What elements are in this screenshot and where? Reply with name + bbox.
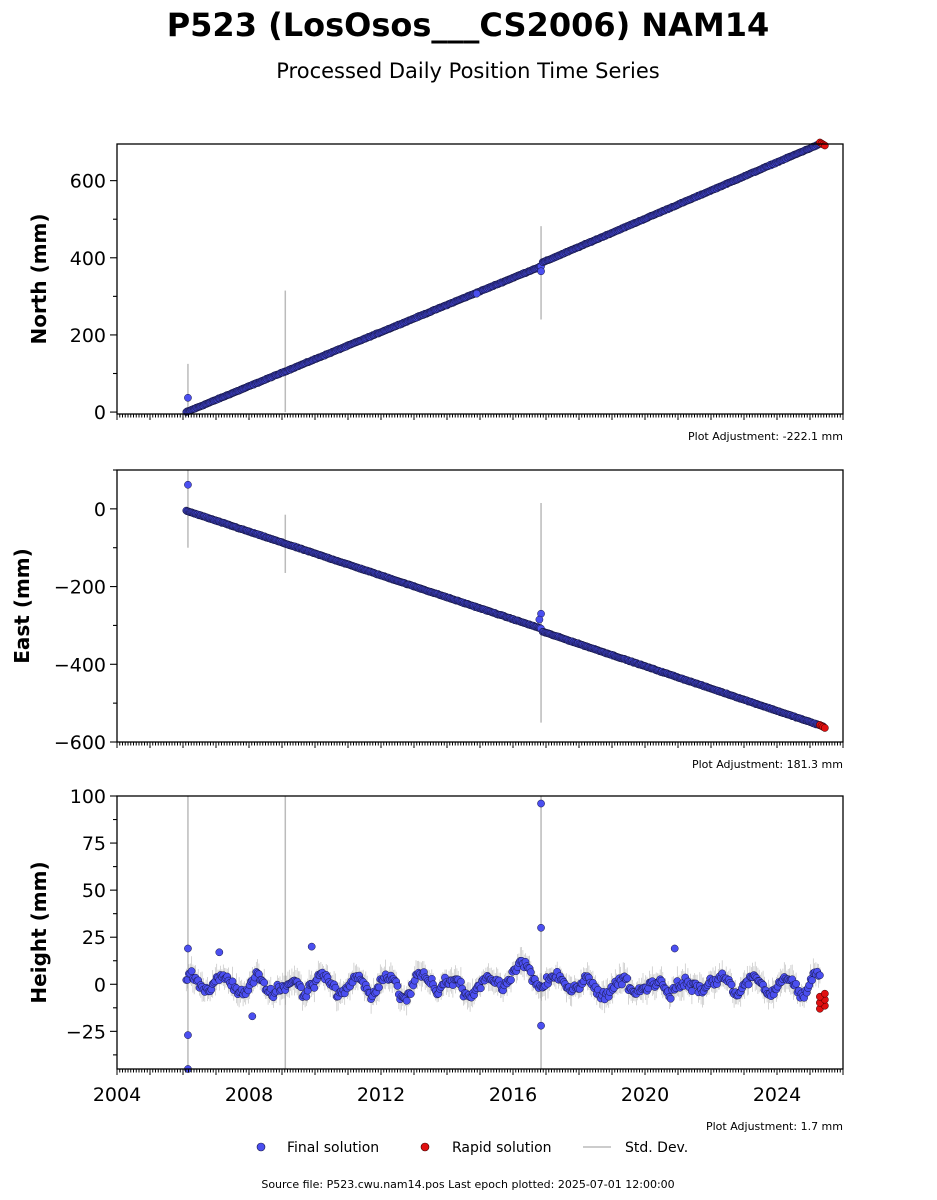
height-final-point	[816, 971, 824, 980]
height-final-solution-series	[182, 799, 824, 1073]
height-axes-frame	[116, 795, 844, 1070]
legend-final-marker	[256, 1142, 266, 1152]
east-y-tick-label: −600	[54, 732, 106, 754]
source-footer: Source file: P523.cwu.nam14.pos Last epo…	[261, 1178, 674, 1191]
east-plot-adjustment: Plot Adjustment: 181.3 mm	[692, 758, 843, 771]
height-outlier-point	[307, 942, 316, 951]
east-outlier-point	[535, 615, 544, 624]
height-final-point	[457, 977, 465, 986]
legend-final-label: Final solution	[287, 1140, 379, 1156]
figure-subtitle: Processed Daily Position Time Series	[276, 59, 660, 83]
height-y-tick-label: −25	[66, 1021, 106, 1043]
height-final-point	[666, 994, 675, 1003]
legend-std-label: Std. Dev.	[625, 1140, 688, 1156]
height-final-point	[476, 984, 485, 993]
height-y-tick-label: 50	[82, 880, 106, 902]
north-outlier-point	[537, 267, 545, 276]
legend-rapid-marker	[420, 1142, 430, 1152]
height-outlier-point	[215, 948, 224, 957]
height-outlier-point	[537, 799, 545, 808]
east-rapid-point	[821, 724, 829, 732]
north-y-tick-label: 400	[70, 248, 106, 270]
north-y-ticks	[110, 180, 117, 413]
east-y-axis-label: East (mm)	[10, 548, 34, 664]
height-outlier-point	[537, 1021, 545, 1030]
north-y-tick-label: 0	[94, 402, 106, 424]
north-outlier-point	[184, 393, 192, 402]
height-final-point	[406, 990, 415, 998]
east-plot-area	[182, 470, 829, 732]
north-y-axis-label: North (mm)	[27, 213, 51, 344]
height-final-point	[375, 983, 383, 992]
north-plot-area	[182, 138, 829, 416]
height-final-point	[526, 968, 535, 977]
north-y-tick-label: 600	[70, 171, 106, 193]
height-final-point	[623, 974, 632, 983]
height-outlier-point	[537, 923, 545, 932]
north-outlier-point	[472, 289, 481, 298]
north-panel: 0 200 400 600 North (mm) Plot Adjustment: -22…	[27, 138, 844, 443]
height-x-tick-label: 2008	[225, 1084, 273, 1106]
east-panel: 0 −200 −400 −600 East (mm) Plot Adjustment: 1…	[10, 469, 844, 771]
height-outlier-point	[670, 944, 679, 953]
height-y-tick-label: 0	[94, 974, 106, 996]
height-outlier-point	[184, 1031, 192, 1039]
height-y-ticks	[110, 795, 117, 1056]
height-outlier-point	[184, 944, 192, 953]
height-y-axis-label: Height (mm)	[27, 861, 51, 1003]
east-y-tick-label: −400	[54, 654, 106, 676]
height-plot-adjustment: Plot Adjustment: 1.7 mm	[706, 1120, 843, 1133]
height-final-point	[402, 996, 411, 1005]
height-final-point	[792, 979, 800, 988]
east-y-tick-label: 0	[94, 499, 106, 521]
height-x-tick-label: 2012	[357, 1084, 405, 1106]
legend-rapid-label: Rapid solution	[452, 1140, 552, 1156]
north-final-solution-series	[182, 139, 824, 416]
height-outlier-point	[248, 1012, 257, 1021]
east-rapid-solution-series	[816, 721, 829, 732]
height-final-point	[727, 980, 736, 989]
east-x-ticks	[116, 742, 844, 748]
figure-title: P523 (LosOsos___CS2006) NAM14	[167, 6, 770, 44]
north-y-tick-label: 200	[70, 325, 106, 347]
height-rapid-solution-series	[816, 989, 829, 1013]
height-y-tick-label: 100	[70, 786, 106, 808]
height-final-point	[310, 984, 319, 992]
height-y-tick-label: 25	[82, 927, 106, 949]
north-x-ticks	[116, 414, 844, 420]
height-x-tick-label: 2020	[621, 1084, 669, 1106]
height-final-point	[260, 978, 269, 987]
north-plot-adjustment: Plot Adjustment: -222.1 mm	[688, 430, 843, 443]
height-x-tick-label: 2024	[753, 1084, 801, 1106]
height-x-ticks	[116, 1069, 844, 1075]
height-x-tick-label: 2004	[93, 1084, 141, 1106]
height-panel: 100 75 50 25 0 −25 2004 2008 2012 2016 2020 2024 Hei…	[27, 786, 844, 1133]
legend: Final solution Rapid solution Std. Dev.	[256, 1140, 688, 1156]
east-y-ticks	[110, 469, 117, 743]
height-x-tick-label: 2016	[489, 1084, 537, 1106]
height-rapid-point	[821, 989, 829, 998]
height-final-point	[297, 983, 305, 992]
height-final-point	[393, 982, 402, 990]
height-final-point	[507, 976, 515, 984]
east-outlier-point	[184, 480, 192, 489]
east-final-solution-series	[182, 480, 828, 731]
height-final-point	[744, 980, 753, 989]
height-y-tick-label: 75	[82, 833, 106, 855]
height-final-point	[187, 967, 196, 975]
north-rapid-point	[821, 141, 829, 150]
height-plot-area	[182, 796, 829, 1073]
height-final-point	[688, 987, 696, 995]
east-y-tick-label: −200	[54, 577, 106, 599]
